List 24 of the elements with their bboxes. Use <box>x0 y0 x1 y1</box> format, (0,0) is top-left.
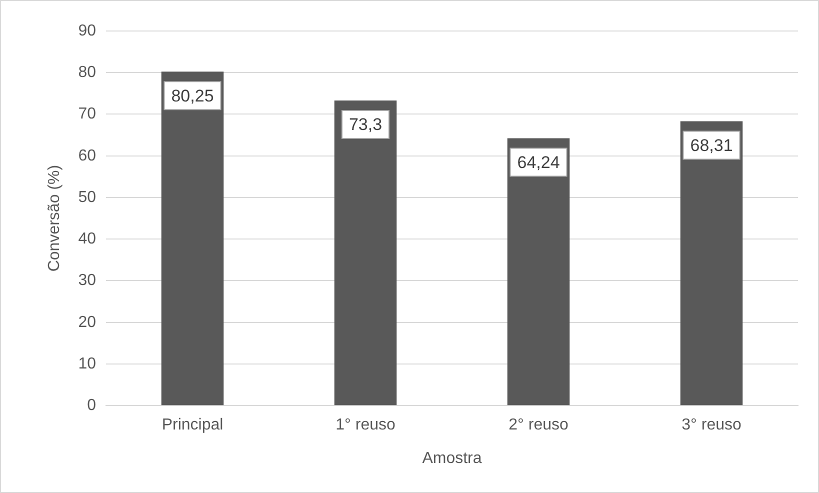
bar <box>161 72 224 406</box>
y-tick-label: 0 <box>87 397 96 414</box>
data-label: 68,31 <box>690 136 733 155</box>
y-axis-title: Conversão (%) <box>46 164 64 272</box>
x-tick-label: 1° reuso <box>336 416 396 434</box>
x-tick-label: 2° reuso <box>508 416 568 434</box>
data-label: 80,25 <box>171 86 214 106</box>
y-tick-label: 30 <box>78 272 96 290</box>
x-axis-title: Amostra <box>422 450 482 467</box>
y-tick-label: 90 <box>78 22 96 40</box>
bar <box>334 100 397 406</box>
y-tick-label: 70 <box>78 106 96 123</box>
y-tick-label: 50 <box>78 188 96 206</box>
y-tick-label: 10 <box>78 355 96 372</box>
x-tick-label: 3° reuso <box>682 416 742 434</box>
bar <box>680 121 743 406</box>
x-tick-label: Principal <box>162 416 224 434</box>
y-tick-label: 40 <box>78 230 96 248</box>
y-tick-label: 60 <box>78 147 96 164</box>
y-tick-label: 80 <box>78 64 96 82</box>
data-label: 64,24 <box>517 152 560 172</box>
bar <box>507 138 570 406</box>
data-label: 73,3 <box>348 115 382 134</box>
y-tick-label: 20 <box>78 314 96 331</box>
